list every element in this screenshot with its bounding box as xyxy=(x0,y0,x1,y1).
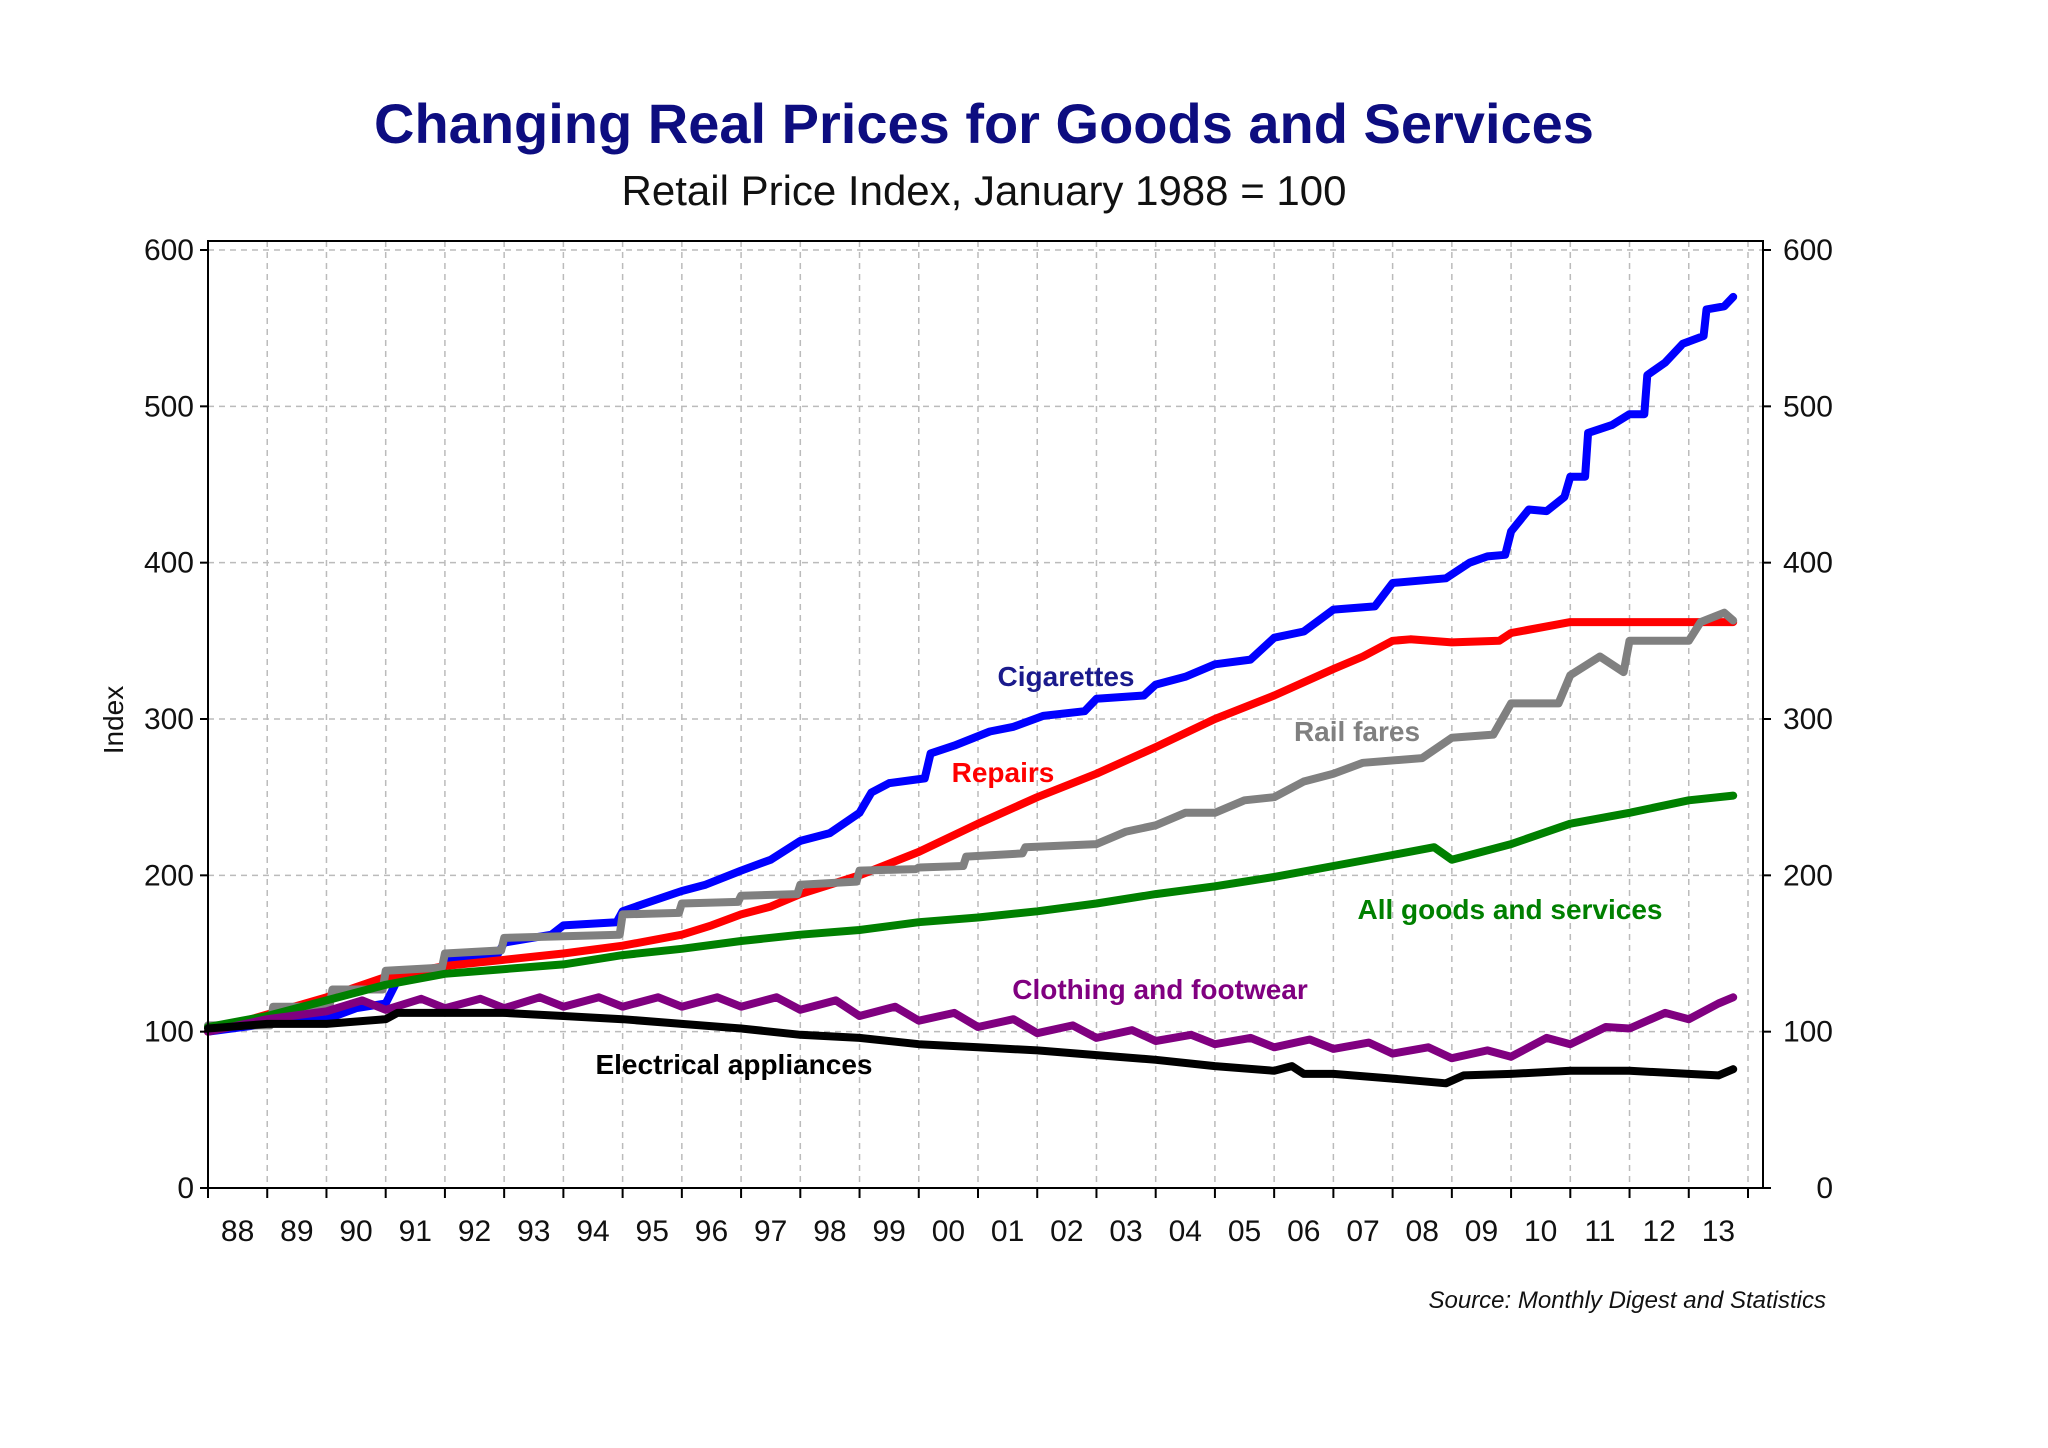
x-tick-label: 06 xyxy=(1287,1215,1320,1248)
x-tick-label: 10 xyxy=(1524,1215,1557,1248)
y-tick-label-right: 100 xyxy=(1783,1016,1833,1049)
x-tick-label: 97 xyxy=(754,1215,787,1248)
y-axis-label: Index xyxy=(98,686,129,755)
y-tick-label-left: 300 xyxy=(144,703,194,736)
x-tick-label: 99 xyxy=(872,1215,905,1248)
label-cigarettes: Cigarettes xyxy=(998,661,1135,692)
x-tick-label: 12 xyxy=(1642,1215,1675,1248)
plot-frame xyxy=(207,240,1764,1189)
label-all-goods: All goods and services xyxy=(1358,894,1663,925)
x-tick-label: 07 xyxy=(1346,1215,1379,1248)
y-tick-label-right: 200 xyxy=(1783,859,1833,892)
grid xyxy=(208,241,1763,1188)
x-tick-label: 11 xyxy=(1584,1215,1615,1248)
y-tick-label-right: 300 xyxy=(1783,703,1833,736)
x-tick-label: 92 xyxy=(458,1215,491,1248)
x-tick-label: 96 xyxy=(695,1215,728,1248)
x-tick-label: 04 xyxy=(1169,1215,1202,1248)
chart-subtitle: Retail Price Index, January 1988 = 100 xyxy=(622,167,1347,214)
x-tick-label: 02 xyxy=(1050,1215,1083,1248)
x-tick-label: 93 xyxy=(517,1215,550,1248)
chart-title: Changing Real Prices for Goods and Servi… xyxy=(374,92,1594,155)
series-lines xyxy=(204,292,1738,1088)
x-tick-label: 90 xyxy=(339,1215,372,1248)
y-tick-label-left: 0 xyxy=(177,1172,194,1205)
series-line-repairs xyxy=(204,618,1738,1036)
x-tick-label: 98 xyxy=(813,1215,846,1248)
source-note: Source: Monthly Digest and Statistics xyxy=(1428,1287,1826,1314)
label-electrical: Electrical appliances xyxy=(595,1049,872,1080)
x-tick-label: 00 xyxy=(932,1215,965,1248)
x-tick-label: 89 xyxy=(280,1215,313,1248)
x-tick-label: 88 xyxy=(221,1215,254,1248)
y-tick-label-right: 400 xyxy=(1783,547,1833,580)
x-tick-label: 13 xyxy=(1702,1215,1735,1248)
y-tick-label-left: 500 xyxy=(144,390,194,423)
y-tick-label-right: 500 xyxy=(1783,390,1833,423)
x-tick-label: 09 xyxy=(1465,1215,1498,1248)
x-tick-label: 05 xyxy=(1228,1215,1261,1248)
x-tick-label: 91 xyxy=(399,1215,432,1248)
y-tick-label-left: 100 xyxy=(144,1016,194,1049)
y-tick-label-right: 0 xyxy=(1816,1172,1833,1205)
x-tick-label: 94 xyxy=(576,1215,609,1248)
y-tick-label-right: 600 xyxy=(1783,234,1833,267)
label-repairs: Repairs xyxy=(952,757,1055,788)
y-tick-label-left: 600 xyxy=(144,234,194,267)
x-tick-label: 01 xyxy=(991,1215,1024,1248)
series-line-all-goods-and-services xyxy=(204,791,1738,1031)
series-line-cigarettes xyxy=(204,292,1738,1036)
series-line-clothing-and-footwear xyxy=(204,993,1738,1063)
x-tick-label: 95 xyxy=(636,1215,669,1248)
label-rail-fares: Rail fares xyxy=(1294,716,1420,747)
series-line-rail-fares xyxy=(204,608,1738,1030)
y-tick-label-left: 400 xyxy=(144,547,194,580)
label-clothing: Clothing and footwear xyxy=(1012,974,1308,1005)
x-tick-label: 08 xyxy=(1406,1215,1439,1248)
x-tick-label: 03 xyxy=(1109,1215,1142,1248)
y-tick-label-left: 200 xyxy=(144,859,194,892)
series-line-electrical-appliances xyxy=(204,1008,1738,1088)
